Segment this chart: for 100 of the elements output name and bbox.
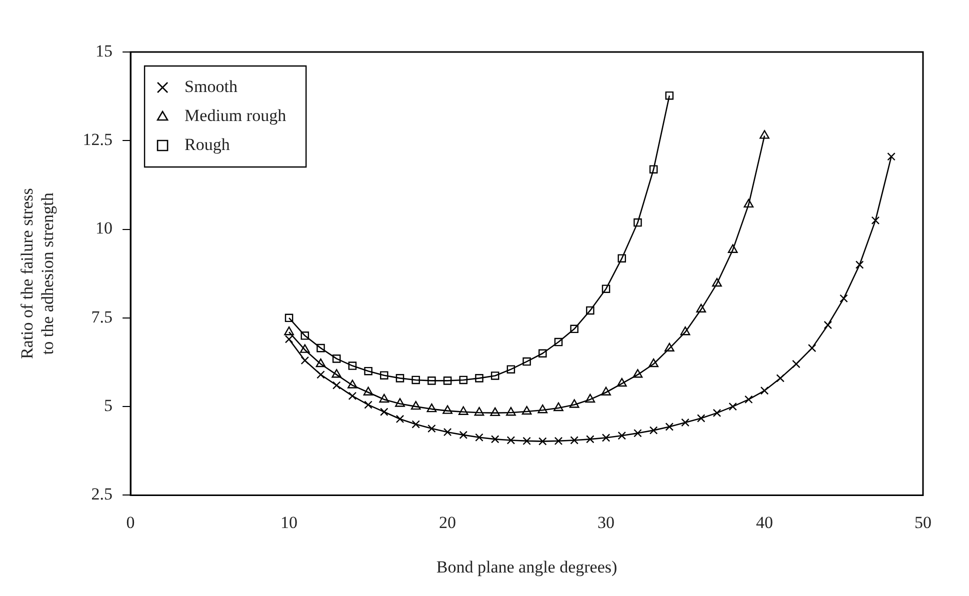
legend-label: Medium rough: [184, 106, 287, 125]
y-tick-label: 12.5: [82, 130, 113, 150]
point: [585, 394, 596, 403]
point: [887, 152, 896, 161]
point: [316, 344, 325, 352]
point: [570, 324, 578, 334]
point: [840, 294, 848, 303]
point: [632, 369, 643, 378]
point: [538, 404, 548, 414]
point: [618, 254, 626, 262]
x-tick-label: 40: [756, 512, 774, 532]
point: [490, 407, 500, 416]
point: [412, 420, 420, 428]
y-tick-label: 7.5: [91, 307, 113, 326]
point: [728, 244, 738, 253]
point: [634, 218, 642, 227]
point: [522, 406, 532, 415]
point: [396, 374, 404, 382]
point: [428, 424, 436, 433]
y-tick-label: 15: [96, 41, 113, 60]
legend-label: Smooth: [184, 76, 238, 96]
point: [554, 436, 563, 446]
point: [332, 354, 341, 363]
point: [380, 408, 388, 416]
x-tick-label: 10: [280, 512, 298, 532]
point: [284, 326, 294, 336]
point: [459, 430, 468, 440]
point: [602, 434, 610, 442]
point: [618, 432, 626, 440]
point: [522, 357, 531, 366]
point: [443, 376, 452, 385]
point: [696, 304, 706, 313]
point: [712, 408, 722, 418]
point: [458, 406, 468, 415]
point: [506, 365, 516, 374]
legend-label: Rough: [184, 134, 230, 154]
x-tick-label: 30: [598, 512, 615, 532]
point: [602, 284, 610, 293]
x-tick-label: 0: [126, 512, 135, 532]
y-tick-label: 5: [104, 396, 113, 416]
point: [506, 436, 516, 444]
point: [601, 386, 611, 396]
point: [634, 429, 642, 438]
point: [490, 372, 500, 380]
point: [586, 435, 594, 444]
point: [364, 400, 372, 409]
point: [396, 414, 404, 424]
point: [300, 344, 310, 353]
point: [648, 358, 658, 368]
point: [428, 376, 436, 385]
point: [728, 402, 737, 411]
point: [760, 130, 770, 139]
point: [475, 433, 484, 442]
point: [474, 406, 484, 416]
point: [538, 349, 547, 358]
point: [696, 414, 706, 422]
y-tick-label: 10: [96, 218, 113, 238]
point: [616, 378, 627, 387]
point: [570, 436, 578, 444]
point: [744, 198, 754, 208]
point: [649, 165, 658, 174]
point: [300, 332, 310, 340]
point: [569, 399, 580, 408]
point: [664, 342, 674, 352]
point: [284, 335, 294, 344]
point: [442, 405, 452, 414]
point: [316, 358, 326, 368]
point: [712, 278, 722, 287]
point: [395, 398, 405, 407]
x-tick-label: 50: [914, 512, 932, 532]
x-axis-title: Bond plane angle degrees): [436, 557, 618, 576]
point: [475, 374, 484, 382]
point: [586, 306, 594, 315]
point: [649, 426, 658, 434]
point: [680, 326, 690, 336]
y-axis-title: Ratio of the failure stress to the adhesion strength: [18, 188, 58, 360]
point: [490, 435, 500, 444]
point: [855, 260, 864, 269]
point: [380, 371, 388, 380]
point: [744, 395, 753, 404]
point: [554, 402, 564, 412]
y-tick-label: 2.5: [91, 484, 113, 504]
point: [332, 369, 342, 378]
point: [379, 394, 390, 403]
point: [284, 314, 294, 322]
point: [426, 403, 437, 412]
point: [364, 366, 372, 376]
point: [443, 428, 452, 436]
point: [665, 91, 674, 100]
x-tick-label: 20: [439, 512, 456, 532]
point: [363, 386, 374, 396]
point: [665, 422, 674, 431]
point: [412, 376, 420, 384]
point: [871, 216, 880, 225]
point: [459, 376, 468, 384]
point: [538, 437, 547, 446]
point: [410, 400, 421, 410]
point: [506, 406, 516, 416]
point: [681, 418, 690, 427]
point: [348, 380, 358, 388]
